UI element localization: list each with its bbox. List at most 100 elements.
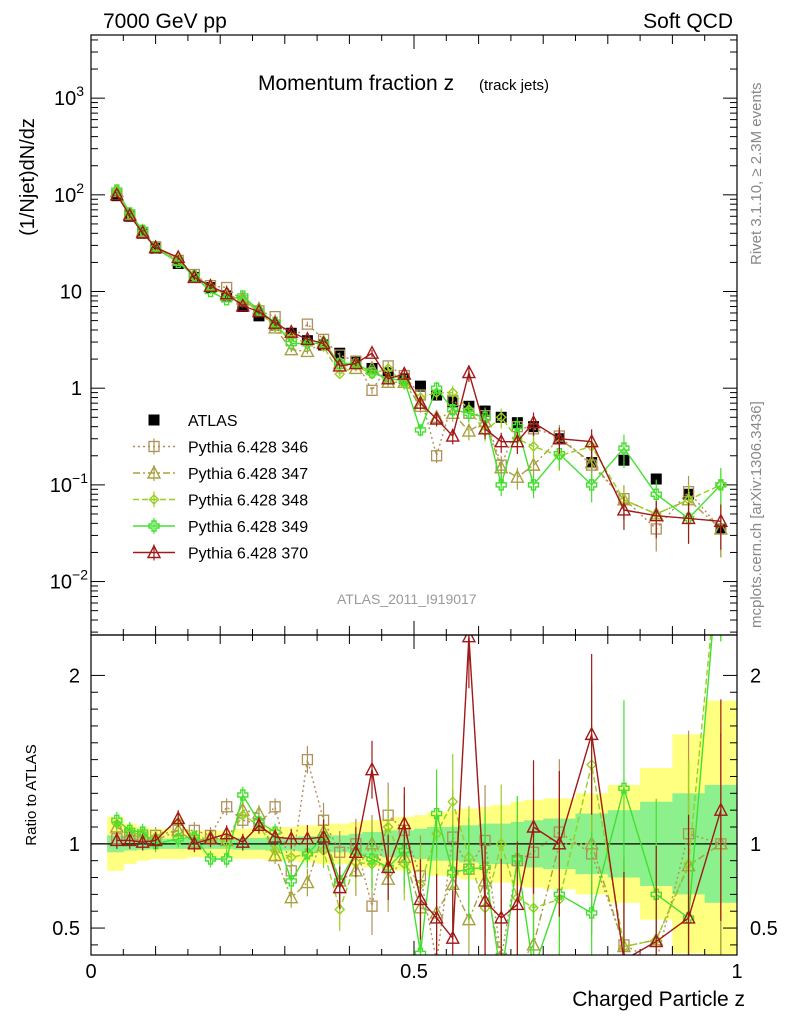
ratio-data-point [500,953,502,955]
ratio-data-point [364,761,380,776]
ratio-data-point [447,796,459,808]
main-data-point [553,448,566,460]
tick-exponent: −1 [72,470,88,486]
ratio-data-point [109,832,124,847]
ratio-data-point [135,834,150,848]
ratio-data-point [111,814,123,826]
ratio-data-point [553,888,566,901]
main-y-tick-label: 103 [54,83,84,110]
legend: ATLAS Pythia 6.428 346 Pythia 6.428 347 Pyt… [133,413,308,563]
main-data-point [332,357,347,372]
main-data-point [414,424,427,436]
ratio-data-point [334,904,346,916]
legend-item: ATLAS [148,413,238,430]
main-data-point [618,442,630,454]
main-y-tick-label: 102 [54,180,84,207]
main-data-point [219,285,234,300]
main-data-point [477,420,493,435]
main-title-text: Momentum fraction z [258,72,454,95]
main-data-point [300,343,315,358]
ratio-y-tick-label: 0.5 [52,918,80,940]
main-data-point [430,382,443,394]
ratio-data-point [124,824,136,837]
ratio-data-point [237,809,249,821]
legend-label: Pythia 6.428 347 [188,466,308,483]
legend-item: Pythia 6.428 349 [133,518,308,536]
ratio-series-2 [111,635,722,955]
main-data-point [616,501,632,516]
main-data-point [479,411,491,423]
ratio-data-point [171,810,186,825]
ratio-data-point [618,782,630,794]
main-y-tick-label: 10−2 [50,567,88,594]
main-title-subscript: (track jets) [479,77,549,94]
main-data-point [495,479,507,491]
main-data-point [301,318,314,330]
ratio-data-point [203,830,218,845]
main-data-point [526,457,541,471]
ratio-data-point [681,909,696,924]
main-data-point [447,403,459,416]
ratio-x-tick-label: 0.5 [400,961,428,983]
tick-base: 10 [50,475,72,497]
ratio-data-point [187,835,202,850]
rivet-version-label: Rivet 3.1.10, ≥ 2.3M events [748,83,765,266]
main-y-tick-label: 1 [71,378,82,400]
ratio-data-point [461,911,477,926]
main-data-point [381,370,396,385]
ratio-data-point [366,853,378,865]
main-data-point [649,507,664,522]
ratio-data-point [479,861,491,874]
ratio-data-point [511,853,524,865]
main-data-point [316,335,331,350]
mcplots-label: mcplots.cern.ch [arXiv:1306.3436] [748,401,765,628]
ratio-data-point [285,875,297,887]
main-data-point [713,513,729,527]
legend-label: Pythia 6.428 348 [188,493,308,510]
ratio-y-tick-label-right: 0.5 [750,918,778,940]
ratio-data-point [149,838,162,850]
tick-exponent: 3 [76,83,84,99]
ratio-data-point [300,874,315,889]
legend-label: Pythia 6.428 349 [188,519,308,536]
legend-marker [148,440,160,453]
main-data-point [585,479,598,491]
ratio-data-point [496,974,506,984]
tick-base: 10 [54,185,76,207]
legend-label: Pythia 6.428 346 [188,440,308,457]
main-data-point [715,479,727,491]
ratio-data-point [332,879,347,894]
ratio-data-point [235,834,250,848]
main-data-point [445,428,460,442]
main-data-point [552,430,567,445]
main-data-point [203,278,218,293]
main-data-point [364,345,380,359]
ratio-data-point [382,821,394,833]
main-data-point [494,459,509,474]
ratio-data-point [432,957,442,967]
main-data-point [381,374,396,389]
main-data-point [413,395,428,409]
ratio-data-point [334,846,346,858]
ratio-data-point [269,845,281,857]
main-y-tick-label: 10−1 [50,470,88,497]
main-title: Momentum fraction z (track jets) [258,72,549,95]
main-data-point [366,366,378,379]
ratio-data-point [366,900,378,912]
ratio-data-point [429,909,444,924]
legend-item: Pythia 6.428 370 [133,544,308,563]
main-series-group [109,183,729,558]
ratio-data-point [510,896,525,911]
ratio-y-axis-label: Ratio to ATLAS [23,744,40,845]
main-series-3 [111,185,727,537]
ratio-data-point [649,933,664,948]
legend-item: Pythia 6.428 347 [133,464,308,483]
header-right-label: Soft QCD [643,10,733,33]
tick-base: 10 [50,572,72,594]
legend-marker [148,494,160,505]
main-data-point [510,433,525,448]
ratio-data-point [651,957,661,967]
x-axis-label: Charged Particle z [572,988,745,1011]
ratio-y-tick-label: 2 [69,665,80,687]
ratio-data-point [650,888,662,901]
